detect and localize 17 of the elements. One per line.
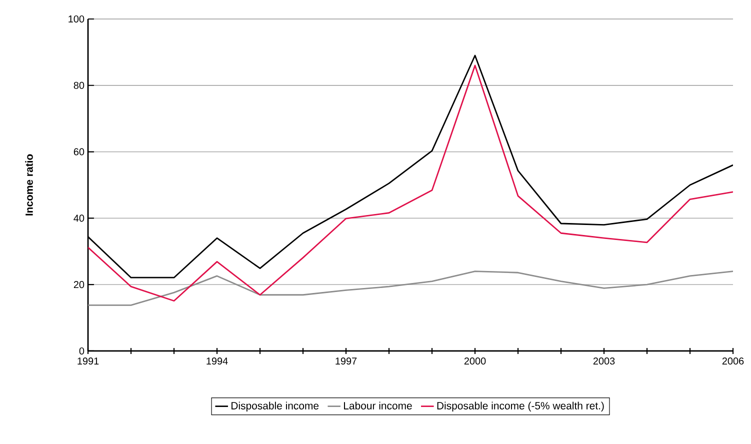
x-tick-label: 2006 — [722, 357, 744, 365]
legend-label: Disposable income (-5% wealth ret.) — [437, 402, 604, 412]
legend-label: Disposable income — [232, 402, 319, 412]
y-tick-label: 80 — [74, 82, 84, 89]
legend-label: Labour income — [344, 402, 412, 410]
y-axis-title: Income ratio — [25, 154, 33, 216]
y-tick-label: 40 — [74, 214, 84, 222]
y-tick-label: 100 — [68, 15, 84, 23]
x-tick-label: 1994 — [206, 357, 228, 365]
x-tick-label: 2000 — [464, 357, 486, 365]
x-tick-label: 2003 — [593, 357, 615, 365]
y-tick-label: 20 — [74, 281, 84, 288]
x-tick-label: 1997 — [336, 357, 357, 365]
x-tick-label: 1991 — [78, 357, 99, 365]
y-tick-label: 60 — [74, 148, 84, 156]
line-series — [88, 270, 734, 306]
y-tick-label: 0 — [79, 347, 84, 355]
